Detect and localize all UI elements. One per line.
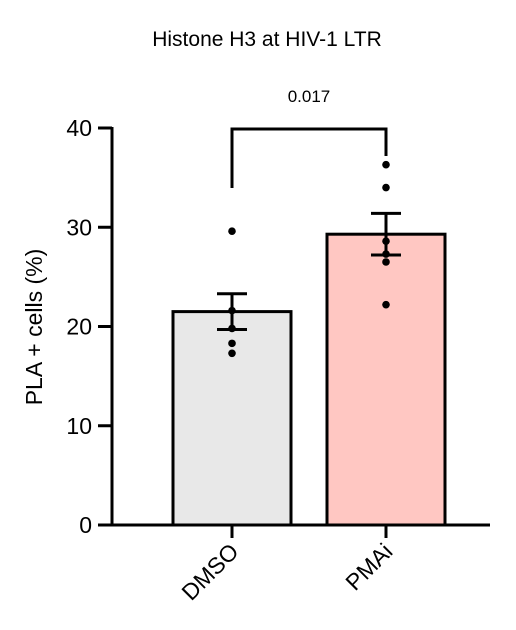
data-point-dmso-5 xyxy=(228,349,236,358)
x-tick-label-dmso: DMSO xyxy=(176,538,243,605)
x-tick-label-pmai: PMAi xyxy=(340,538,397,595)
y-tick-label-20: 20 xyxy=(66,314,92,340)
data-point-dmso-4 xyxy=(228,339,236,348)
data-point-dmso-2 xyxy=(228,306,236,315)
y-tick-label-40: 40 xyxy=(66,115,92,141)
y-tick-label-30: 30 xyxy=(66,214,92,240)
data-point-pmai-6 xyxy=(382,300,390,309)
significance-bracket xyxy=(230,127,388,188)
plot-area: 0 10 20 30 40 DMSO PMAi 0.017 xyxy=(66,87,490,605)
bar-pmai xyxy=(325,232,447,527)
y-tick-label-0: 0 xyxy=(79,512,92,538)
p-value-label: 0.017 xyxy=(288,87,331,106)
data-point-dmso-1 xyxy=(228,227,236,236)
bar-dmso xyxy=(171,310,293,527)
data-point-pmai-4 xyxy=(382,250,390,258)
y-tick-label-10: 10 xyxy=(66,413,92,439)
data-point-dmso-3 xyxy=(228,324,236,333)
data-point-pmai-5 xyxy=(382,258,390,266)
y-axis-label: PLA + cells (%) xyxy=(21,249,47,406)
data-point-pmai-3 xyxy=(382,237,390,245)
chart-title: Histone H3 at HIV-1 LTR xyxy=(152,28,382,51)
data-point-pmai-2 xyxy=(382,183,390,192)
data-point-pmai-1 xyxy=(382,160,390,169)
